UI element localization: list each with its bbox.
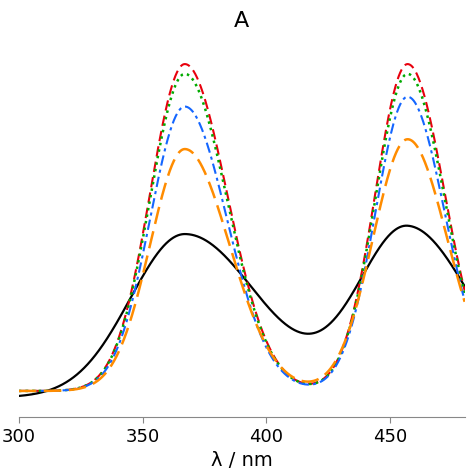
X-axis label: λ / nm: λ / nm [211, 451, 273, 470]
Title: A: A [234, 11, 249, 31]
